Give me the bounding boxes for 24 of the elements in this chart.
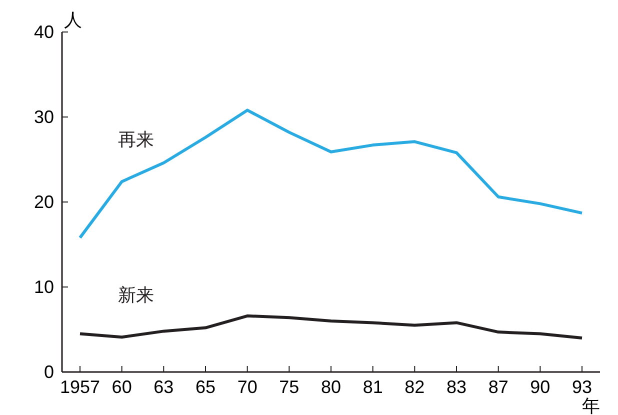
x-tick-label: 80 bbox=[320, 376, 342, 397]
x-tick-label: 63 bbox=[154, 376, 174, 397]
x-tick-label: 87 bbox=[488, 376, 508, 397]
x-tick-label: 75 bbox=[279, 376, 300, 397]
x-tick-label: 60 bbox=[112, 376, 132, 397]
line-series bbox=[78, 108, 584, 240]
y-axis-title: 人 bbox=[64, 10, 82, 30]
x-tick-label: 65 bbox=[195, 376, 216, 397]
y-tick-label: 30 bbox=[34, 106, 54, 127]
x-tick-label: 81 bbox=[362, 376, 383, 397]
x-axis-title: 年 bbox=[582, 396, 600, 415]
x-tick-label: 1957 bbox=[60, 376, 100, 397]
line-series bbox=[78, 314, 584, 340]
x-tick-label: 70 bbox=[237, 376, 258, 397]
series-label: 再来 bbox=[118, 130, 154, 150]
x-tick-label: 83 bbox=[446, 376, 467, 397]
x-tick-label: 90 bbox=[530, 376, 550, 397]
series-label: 新来 bbox=[118, 285, 154, 306]
x-tick-label: 93 bbox=[572, 376, 592, 397]
y-tick-label: 10 bbox=[34, 276, 54, 297]
x-tick-label: 82 bbox=[404, 376, 425, 397]
y-tick-label: 0 bbox=[44, 362, 54, 382]
y-tick-label: 40 bbox=[34, 22, 54, 42]
y-tick-label: 20 bbox=[34, 192, 54, 212]
